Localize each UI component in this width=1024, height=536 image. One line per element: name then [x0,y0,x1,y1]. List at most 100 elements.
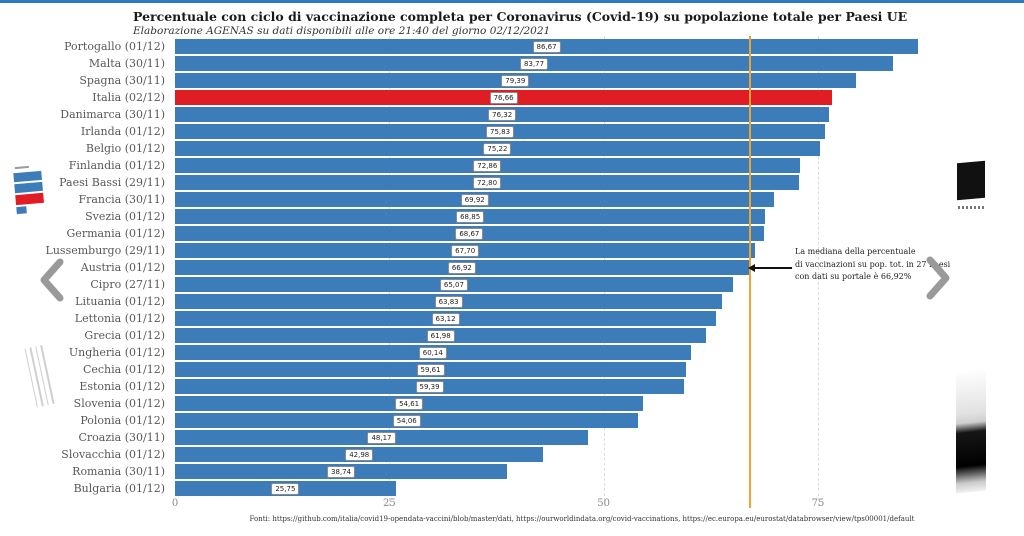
bar-track: 48,17 [175,430,1014,445]
chart-title: Percentuale con ciclo di vaccinazione co… [133,9,908,24]
bar-row: Germania (01/12) 68,67 [10,225,1014,242]
carousel-preview-left-thumbnail[interactable] [13,165,45,219]
bar-row: Grecia (01/12) 61,98 [10,327,1014,344]
bar-value-label: 86,67 [532,40,561,53]
bar: 67,70 [175,243,756,258]
bar-row: Portogallo (01/12) 86,67 [10,38,1014,55]
category-label: Grecia (01/12) [84,329,165,342]
bar-track: 79,39 [175,73,1014,88]
carousel-preview-right-thumbnail[interactable] [957,160,985,201]
bar: 38,74 [175,464,508,479]
bar-value-label: 25,75 [271,482,300,495]
bar-row: Lituania (01/12) 63,83 [10,293,1014,310]
bar-value-label: 63,12 [431,312,460,325]
category-label: Francia (30/11) [78,193,165,206]
median-reference-line [748,36,751,508]
category-label: Danimarca (30/11) [60,108,165,121]
plot-rows: Portogallo (01/12) 86,67 Malta (30/11) 83,7… [10,38,1014,497]
bar-row: Francia (30/11) 69,92 [10,191,1014,208]
median-annotation-line1: La mediana della percentuale [795,247,916,256]
bar: 68,67 [175,226,764,241]
bar-row: Polonia (01/12) 54,06 [10,412,1014,429]
bar-row: Finlandia (01/12) 72,86 [10,157,1014,174]
bar-track: 68,85 [175,209,1014,224]
bar: 42,98 [175,447,544,462]
bar-row: Paesi Bassi (29/11) 72,80 [10,174,1014,191]
bar-row: Spagna (30/11) 79,39 [10,72,1014,89]
bar: 75,22 [175,141,820,156]
category-label: Italia (02/12) [92,91,165,104]
bar-value-label: 83,77 [520,57,549,70]
bar-value-label: 54,61 [395,397,424,410]
bar-track: 59,39 [175,379,1014,394]
category-label: Lussemburgo (29/11) [45,244,165,257]
category-label: Portogallo (01/12) [64,40,165,53]
category-label: Belgio (01/12) [85,142,165,155]
bar: 79,39 [175,73,856,88]
bar-track: 61,98 [175,328,1014,343]
x-tick-label: 0 [171,498,179,509]
carousel-prev-button[interactable] [38,258,64,305]
bar-value-label: 61,98 [426,329,455,342]
category-label: Lituania (01/12) [75,295,165,308]
category-label: Slovenia (01/12) [73,397,165,410]
bar-highlighted: 76,66 [175,90,833,105]
chevron-right-icon [926,256,952,303]
bar: 60,14 [175,345,691,360]
category-label: Bulgaria (01/12) [73,482,165,495]
bar-row: Svezia (01/12) 68,85 [10,208,1014,225]
bar: 66,92 [175,260,749,275]
bar-value-label: 63,83 [434,295,463,308]
bar-row: Slovacchia (01/12) 42,98 [10,446,1014,463]
annotation-arrow [754,267,792,269]
x-tick-label: 50 [597,498,611,509]
bar-value-label: 76,32 [488,108,517,121]
bar-row: Croazia (30/11) 48,17 [10,429,1014,446]
bar-value-label: 66,92 [447,261,476,274]
bar: 25,75 [175,481,396,496]
bar-track: 69,92 [175,192,1014,207]
bar-track: 42,98 [175,447,1014,462]
carousel-next-button[interactable] [926,256,952,303]
bar: 54,61 [175,396,644,411]
bar-value-label: 75,83 [486,125,515,138]
bar-row: Romania (30/11) 38,74 [10,463,1014,480]
bar-row: Malta (30/11) 83,77 [10,55,1014,72]
bar-track: 76,66 [175,90,1014,105]
bar-value-label: 68,67 [455,227,484,240]
bar: 75,83 [175,124,826,139]
bar-track: 59,61 [175,362,1014,377]
top-accent-bar [0,0,1024,3]
bar: 72,80 [175,175,800,190]
carousel-preview-right-strip[interactable] [956,370,986,494]
bar-track: 60,14 [175,345,1014,360]
bar-track: 75,22 [175,141,1014,156]
bar-value-label: 60,14 [418,346,447,359]
bar-value-label: 72,86 [473,159,502,172]
median-annotation: La mediana della percentuale di vaccinaz… [795,246,950,284]
bar: 76,32 [175,107,830,122]
category-label: Cechia (01/12) [82,363,165,376]
sources-footnote: Fonti: https://github.com/italia/covid19… [249,515,915,523]
bar: 48,17 [175,430,588,445]
category-label: Finlandia (01/12) [68,159,165,172]
bar-row: Ungheria (01/12) 60,14 [10,344,1014,361]
bar-row: Italia (02/12) 76,66 [10,89,1014,106]
category-label: Polonia (01/12) [80,414,165,427]
category-label: Romania (30/11) [72,465,165,478]
bar-track: 86,67 [175,39,1014,54]
category-label: Malta (30/11) [88,57,165,70]
bar-row: Irlanda (01/12) 75,83 [10,123,1014,140]
category-label: Svezia (01/12) [85,210,165,223]
category-label: Irlanda (01/12) [80,125,165,138]
bar-track: 72,80 [175,175,1014,190]
bar: 68,85 [175,209,766,224]
bar-value-label: 68,85 [456,210,485,223]
category-label: Ungheria (01/12) [68,346,165,359]
bar-row: Slovenia (01/12) 54,61 [10,395,1014,412]
bar-value-label: 76,66 [489,91,518,104]
category-label: Spagna (30/11) [79,74,165,87]
bar: 61,98 [175,328,707,343]
bar-track: 63,12 [175,311,1014,326]
